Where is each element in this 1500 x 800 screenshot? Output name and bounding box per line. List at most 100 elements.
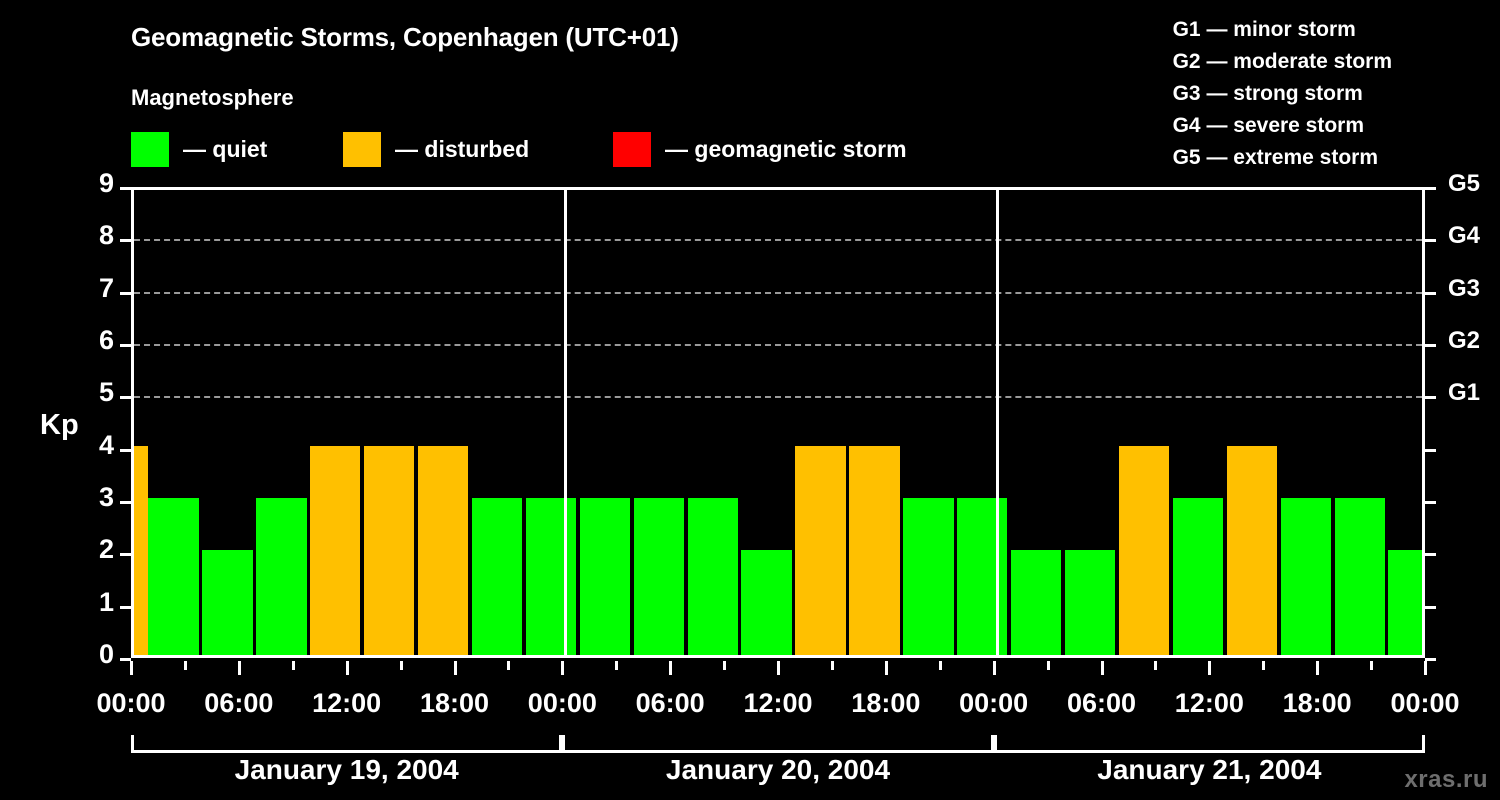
legend-label: — disturbed [395, 136, 530, 162]
x-tick-label: 00:00 [527, 688, 597, 718]
y-tick-label: 5 [98, 377, 114, 408]
g-legend-row-g1: G1 — minor storm [1172, 18, 1356, 41]
legend-label: — geomagnetic storm [665, 136, 907, 162]
g-scale-label-g3: G3 [1448, 274, 1481, 302]
x-tick-minor [291, 661, 295, 670]
bar [1064, 550, 1116, 655]
x-tick [884, 661, 888, 675]
legend-entry: — quiet [131, 132, 267, 167]
g-scale-label-g4: G4 [1448, 222, 1481, 250]
bar [202, 550, 253, 655]
x-tick [992, 661, 996, 675]
bar [525, 498, 577, 655]
legend-entry: — disturbed [343, 132, 529, 167]
color-legend: — quiet — disturbed — geomagnetic storm [131, 132, 1031, 168]
g-scale-label-g2: G2 [1448, 327, 1481, 354]
y-tick [120, 344, 131, 347]
y-tick-label: 9 [98, 168, 114, 198]
bar [795, 445, 846, 655]
bar [256, 498, 307, 655]
day-label: January 21, 2004 [1097, 754, 1322, 785]
g-legend-row-g5: G5 — extreme storm [1172, 146, 1379, 169]
x-tick-label: 00:00 [959, 688, 1029, 718]
x-tick-minor [615, 661, 619, 670]
x-tick-label: 00:00 [96, 688, 166, 718]
y-tick [120, 501, 131, 504]
gridlines [134, 190, 1422, 655]
x-tick-minor [723, 661, 727, 670]
y-tick-label: 7 [98, 272, 114, 303]
gridline [134, 239, 1422, 242]
bar [633, 498, 684, 655]
gridline [134, 291, 1422, 294]
x-tick-label: 06:00 [1066, 688, 1137, 718]
day-divider [995, 190, 999, 655]
y-tick-right [1425, 605, 1436, 609]
chart-plot-area [131, 187, 1425, 658]
day-bracket [131, 735, 563, 753]
x-tick-label: 12:00 [1174, 688, 1244, 718]
y-tick [120, 291, 131, 295]
bar [1118, 445, 1170, 655]
y-tick [120, 239, 131, 243]
y-tick-label: 1 [98, 586, 114, 617]
y-tick-label: 2 [98, 534, 114, 565]
x-tick-minor [1370, 661, 1374, 670]
bar [1334, 498, 1385, 655]
x-tick [1208, 661, 1212, 675]
x-tick-minor [183, 661, 187, 670]
x-tick-minor [399, 661, 403, 670]
x-tick-minor [507, 661, 511, 670]
x-tick-label: 18:00 [1282, 688, 1352, 718]
g-legend-row-g3: G3 — strong storm [1172, 82, 1363, 105]
bar [1226, 445, 1278, 655]
gridline [134, 396, 1422, 399]
g-scale-legend: G1 — minor storm G2 — moderate storm G3 — … [1173, 14, 1392, 174]
y-tick [120, 187, 131, 190]
chart-subtitle: Magnetosphere [131, 85, 294, 110]
x-tick [237, 661, 241, 675]
bar [134, 445, 149, 655]
bar [1011, 550, 1062, 655]
bar [957, 498, 1008, 655]
day-label: January 19, 2004 [234, 754, 459, 785]
y-tick-label: 4 [98, 429, 114, 460]
y-tick-label: 3 [98, 482, 114, 512]
bar [579, 498, 631, 655]
bar [148, 498, 199, 655]
y-tick [120, 396, 131, 400]
page-title: Geomagnetic Storms, Copenhagen (UTC+01) [131, 22, 679, 52]
x-tick [1316, 661, 1320, 675]
g-legend-row-g2: G2 — moderate storm [1172, 50, 1392, 73]
x-tick [1424, 661, 1427, 675]
bar [364, 445, 415, 655]
x-tick-minor [938, 661, 942, 670]
y-tick-right [1425, 291, 1436, 295]
day-bracket [993, 735, 1425, 753]
x-tick [130, 661, 133, 675]
x-tick [669, 661, 673, 675]
quiet-swatch [131, 132, 169, 167]
bar [1280, 498, 1331, 655]
disturbed-swatch [343, 132, 381, 167]
x-tick [561, 661, 565, 675]
day-bracket [562, 735, 994, 753]
bar [903, 498, 954, 655]
g-legend-row-g4: G4 — severe storm [1172, 114, 1365, 137]
g-scale-label-g1: G1 [1448, 379, 1481, 407]
bar [849, 445, 900, 655]
bar [741, 550, 792, 655]
x-tick-label: 18:00 [851, 688, 921, 718]
y-tick-right [1425, 239, 1436, 243]
y-tick [120, 448, 131, 452]
x-tick-minor [1046, 661, 1050, 670]
y-tick-right [1425, 501, 1436, 504]
gridline [134, 187, 1422, 189]
x-tick [453, 661, 457, 675]
bar [1172, 498, 1224, 655]
x-tick [345, 661, 349, 675]
legend-entry: — geomagnetic storm [613, 132, 907, 167]
x-tick-label: 12:00 [743, 688, 813, 718]
x-tick-label: 12:00 [312, 688, 382, 718]
watermark: xras.ru [1404, 766, 1488, 793]
